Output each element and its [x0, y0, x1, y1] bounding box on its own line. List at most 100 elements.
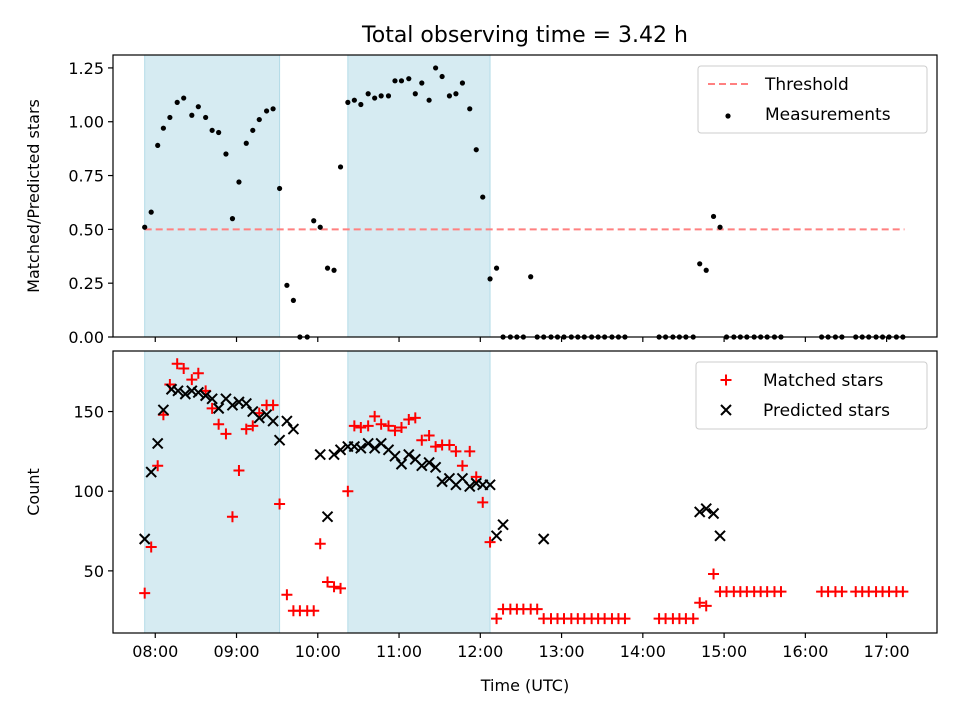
- data-point: [192, 386, 205, 399]
- data-point: [392, 78, 398, 84]
- data-point: [337, 164, 344, 170]
- data-point: [382, 420, 394, 432]
- data-point: [236, 179, 242, 185]
- data-point: [369, 410, 381, 422]
- data-point: [710, 213, 717, 220]
- y-tick-label: 1.25: [68, 59, 104, 78]
- data-point: [155, 142, 161, 149]
- data-point: [335, 582, 347, 594]
- data-point: [694, 597, 706, 609]
- data-point: [284, 282, 290, 288]
- data-point: [145, 541, 157, 553]
- data-point: [273, 434, 286, 446]
- data-point: [406, 76, 412, 82]
- data-point: [416, 460, 428, 472]
- y-tick-label: 0.00: [68, 328, 104, 347]
- data-point: [151, 437, 164, 450]
- data-point: [484, 536, 496, 548]
- data-point: [334, 444, 347, 456]
- chart-title: Total observing time = 3.42 h: [361, 23, 688, 48]
- data-point: [345, 99, 351, 105]
- data-point: [233, 464, 245, 476]
- y-tick-label: 0.50: [68, 220, 104, 239]
- data-point: [528, 274, 534, 280]
- data-point: [165, 383, 178, 395]
- data-point: [423, 429, 435, 441]
- data-point: [470, 477, 482, 489]
- data-point: [167, 114, 173, 121]
- data-point: [281, 415, 293, 427]
- data-point: [148, 209, 154, 215]
- data-point: [274, 498, 286, 510]
- data-point: [443, 439, 455, 451]
- series-x: [138, 383, 726, 545]
- x-tick-label: 14:00: [620, 642, 666, 661]
- data-point: [186, 374, 198, 386]
- data-point: [453, 91, 459, 97]
- x-tick-label: 09:00: [213, 642, 259, 661]
- top-panel: 0.00 0.25 0.50 0.75 1.00 1.25 Matched/Predicte…: [24, 54, 938, 347]
- data-point: [700, 600, 712, 612]
- data-point: [619, 613, 631, 625]
- data-point: [199, 389, 212, 402]
- data-point: [220, 428, 232, 440]
- data-point: [250, 127, 256, 133]
- data-point: [694, 506, 706, 518]
- x-tick-label: 11:00: [376, 642, 422, 661]
- data-point: [287, 423, 300, 435]
- data-point: [362, 420, 374, 432]
- axes-frame: [112, 54, 938, 338]
- y-tick-label: 150: [73, 403, 104, 422]
- data-point: [419, 80, 425, 86]
- y-axis-label: Matched/Predicted stars: [24, 99, 43, 293]
- data-point: [697, 261, 703, 267]
- data-point: [708, 568, 720, 580]
- shaded-span: [347, 54, 491, 338]
- data-point: [139, 587, 151, 599]
- data-point: [321, 510, 334, 523]
- shaded-span: [144, 350, 281, 634]
- x-tick-label: 12:00: [457, 642, 503, 661]
- data-point: [328, 448, 340, 461]
- data-point: [423, 456, 435, 469]
- data-point: [398, 78, 405, 84]
- data-point: [477, 496, 489, 508]
- data-point: [464, 480, 476, 493]
- data-point: [157, 404, 170, 416]
- shaded-span: [347, 350, 491, 634]
- data-point: [537, 533, 550, 545]
- data-point: [775, 586, 787, 598]
- data-point: [216, 129, 222, 136]
- y-tick-label: 0.75: [68, 167, 104, 186]
- bottom-panel: 08:00 09:00 10:00 11:00 12:00 13:00 14:00 15:00…: [24, 350, 938, 695]
- data-point: [324, 265, 331, 271]
- data-point: [395, 458, 408, 470]
- data-point: [314, 538, 326, 550]
- data-point: [174, 99, 180, 105]
- data-point: [311, 218, 317, 224]
- data-point: [714, 530, 726, 542]
- data-point: [403, 414, 415, 426]
- data-point: [493, 265, 500, 271]
- data-point: [491, 613, 503, 625]
- data-point: [212, 402, 225, 415]
- data-point: [243, 140, 249, 146]
- data-point: [358, 101, 364, 108]
- data-point: [348, 420, 360, 432]
- data-point: [703, 267, 709, 273]
- data-point: [378, 93, 384, 99]
- data-point: [342, 485, 354, 497]
- data-point: [375, 418, 387, 430]
- data-point: [145, 466, 157, 478]
- data-point: [409, 412, 421, 424]
- data-point: [389, 450, 401, 462]
- data-point: [240, 397, 252, 410]
- x-tick-label: 16:00: [782, 642, 828, 661]
- data-point: [314, 448, 326, 461]
- data-point: [206, 393, 218, 405]
- y-tick-label: 0.25: [68, 274, 104, 293]
- legend-label: Threshold: [764, 75, 849, 95]
- data-point: [897, 586, 909, 598]
- data-point: [226, 399, 239, 411]
